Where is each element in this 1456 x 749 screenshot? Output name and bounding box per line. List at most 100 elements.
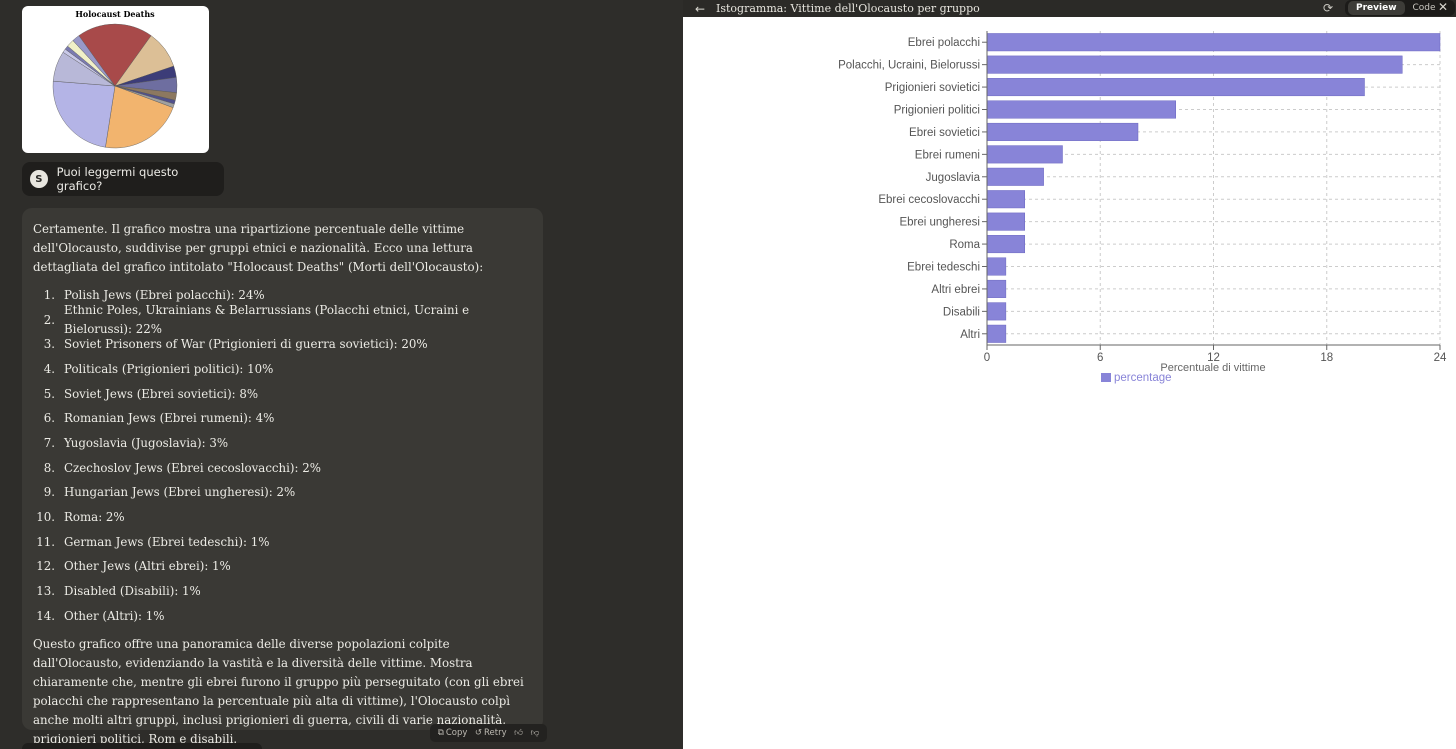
y-tick-label: Polacchi, Ucraini, Bielorussi xyxy=(838,60,980,72)
chat-input-edge[interactable] xyxy=(22,743,262,749)
answer-list: 1. Polish Jews (Ebrei polacchi): 24% 2. Eth… xyxy=(33,283,531,629)
pie-slice xyxy=(72,35,116,87)
bar[interactable] xyxy=(986,78,1365,97)
bar[interactable] xyxy=(986,190,1025,209)
attached-image-thumbnail[interactable]: Holocaust Deaths xyxy=(22,6,209,153)
assistant-message: Certamente. Il grafico mostra una ripart… xyxy=(22,208,543,746)
bar[interactable] xyxy=(986,257,1007,276)
list-item-text: German Jews (Ebrei tedeschi): 1% xyxy=(64,534,270,549)
x-tick-label: 18 xyxy=(1320,352,1333,364)
x-tick-label: 24 xyxy=(1434,352,1447,364)
list-item-text: Hungarian Jews (Ebrei ungheresi): 2% xyxy=(64,485,296,500)
y-tick-label: Ebrei ungheresi xyxy=(899,217,980,229)
list-item-text: Polish Jews (Ebrei polacchi): 24% xyxy=(64,287,265,302)
legend-label: percentage xyxy=(1114,372,1172,384)
list-item: 6. Romanian Jews (Ebrei rumeni): 4% xyxy=(33,406,531,431)
artifact-title: Istogramma: Vittime dell'Olocausto per g… xyxy=(716,2,980,15)
pie-slice xyxy=(105,85,174,149)
list-item: 10. Roma: 2% xyxy=(33,505,531,530)
list-item-number: 12. xyxy=(36,559,55,574)
list-item: 12. Other Jews (Altri ebrei): 1% xyxy=(33,555,531,580)
bar[interactable] xyxy=(986,55,1403,74)
list-item-text: Other Jews (Altri ebrei): 1% xyxy=(64,559,231,574)
list-item: 13. Disabled (Disabili): 1% xyxy=(33,579,531,604)
bar[interactable] xyxy=(986,100,1176,119)
list-item-number: 9. xyxy=(43,485,55,500)
answer-outro: Questo grafico offre una panoramica dell… xyxy=(33,636,524,746)
thumbs-down-button[interactable]: 👎︎ xyxy=(531,728,540,738)
x-tick-label: 12 xyxy=(1207,352,1220,364)
thumbs-up-button[interactable]: 👍︎ xyxy=(514,728,523,738)
bar[interactable] xyxy=(986,212,1025,231)
list-item: 4. Politicals (Prigionieri politici): 10% xyxy=(33,357,531,382)
tab-code[interactable]: Code xyxy=(1412,3,1436,13)
artifact-header: ← Istogramma: Vittime dell'Olocausto per… xyxy=(683,0,1456,17)
list-item-text: Ethnic Poles, Ukrainians & Belarrussians… xyxy=(64,303,470,337)
y-tick-label: Disabili xyxy=(943,306,980,318)
list-item-text: Other (Altri): 1% xyxy=(64,608,165,623)
y-tick-label: Ebrei cecoslovacchi xyxy=(878,194,980,206)
y-tick-label: Ebrei sovietici xyxy=(909,127,980,139)
view-toggle: Preview Code xyxy=(1345,0,1455,16)
y-tick-label: Ebrei rumeni xyxy=(915,149,980,161)
list-item-number: 4. xyxy=(43,361,55,376)
bar[interactable] xyxy=(986,33,1441,52)
y-tick-label: Roma xyxy=(949,239,980,251)
bar[interactable] xyxy=(986,279,1007,298)
thumbs-down-icon: 👎︎ xyxy=(530,728,540,738)
list-item-number: 1. xyxy=(43,287,55,302)
list-item-number: 2. xyxy=(43,312,55,327)
x-tick-label: 6 xyxy=(1097,352,1103,364)
bar[interactable] xyxy=(986,302,1007,321)
list-item-text: Soviet Jews (Ebrei sovietici): 8% xyxy=(64,386,259,401)
pie-slice xyxy=(52,80,116,148)
list-item-number: 3. xyxy=(43,337,55,352)
list-item-text: Romanian Jews (Ebrei rumeni): 4% xyxy=(64,411,275,426)
list-item-number: 11. xyxy=(36,534,55,549)
bar[interactable] xyxy=(986,167,1044,186)
list-item-text: Roma: 2% xyxy=(64,510,125,525)
list-item-number: 5. xyxy=(43,386,55,401)
list-item-number: 6. xyxy=(43,411,55,426)
x-axis-label: Percentuale di vittime xyxy=(1160,362,1265,374)
list-item: 11. German Jews (Ebrei tedeschi): 1% xyxy=(33,530,531,555)
bar[interactable] xyxy=(986,324,1007,343)
refresh-icon[interactable]: ⟳ xyxy=(1323,1,1334,15)
tab-preview[interactable]: Preview xyxy=(1348,1,1405,15)
pie-chart-thumbnail: Holocaust Deaths xyxy=(52,9,178,149)
artifact-pane: ← Istogramma: Vittime dell'Olocausto per… xyxy=(683,0,1456,749)
legend-swatch xyxy=(1101,373,1111,382)
copy-button[interactable]: ⧉ Copy xyxy=(437,728,468,738)
retry-button[interactable]: ↺ Retry xyxy=(474,728,507,738)
y-tick-label: Altri ebrei xyxy=(931,284,980,296)
list-item-number: 10. xyxy=(36,510,55,525)
y-tick-label: Jugoslavia xyxy=(926,172,981,184)
list-item-text: Soviet Prisoners of War (Prigionieri di … xyxy=(64,337,428,352)
avatar: S xyxy=(30,170,48,188)
list-item: 8. Czechoslov Jews (Ebrei cecoslovacchi):… xyxy=(33,456,531,481)
user-message: S Puoi leggermi questo grafico? xyxy=(22,162,224,196)
list-item: 9. Hungarian Jews (Ebrei ungheresi): 2% xyxy=(33,481,531,506)
bar-chart: Ebrei polacchi Polacchi, Ucraini, Bieloru… xyxy=(838,31,1447,384)
y-tick-label: Prigionieri sovietici xyxy=(885,82,980,94)
list-item-text: Czechoslov Jews (Ebrei cecoslovacchi): 2… xyxy=(64,460,321,475)
list-item: 2. Ethnic Poles, Ukrainians & Belarrussia… xyxy=(33,303,531,336)
list-item: 3. Soviet Prisoners of War (Prigionieri d… xyxy=(33,332,531,357)
close-icon[interactable]: ✕ xyxy=(1438,0,1449,14)
y-tick-label: Ebrei tedeschi xyxy=(907,262,980,274)
back-arrow-icon[interactable]: ← xyxy=(695,1,706,16)
pie-slice xyxy=(78,23,152,87)
y-tick-label: Altri xyxy=(960,329,980,341)
chat-pane: Holocaust Deaths S Puoi leggermi questo … xyxy=(0,0,683,749)
thumbs-up-icon: 👍︎ xyxy=(514,728,524,738)
chart-bars xyxy=(986,33,1441,343)
bar[interactable] xyxy=(986,122,1139,141)
list-item-number: 13. xyxy=(36,584,55,599)
bar[interactable] xyxy=(986,235,1025,254)
retry-icon: ↺ xyxy=(474,728,483,738)
bar[interactable] xyxy=(986,145,1063,164)
x-tick-label: 0 xyxy=(984,352,990,364)
chart-axes: Ebrei polacchi Polacchi, Ucraini, Bieloru… xyxy=(838,31,1447,364)
copy-icon: ⧉ xyxy=(437,728,444,738)
answer-intro: Certamente. Il grafico mostra una ripart… xyxy=(33,222,484,274)
